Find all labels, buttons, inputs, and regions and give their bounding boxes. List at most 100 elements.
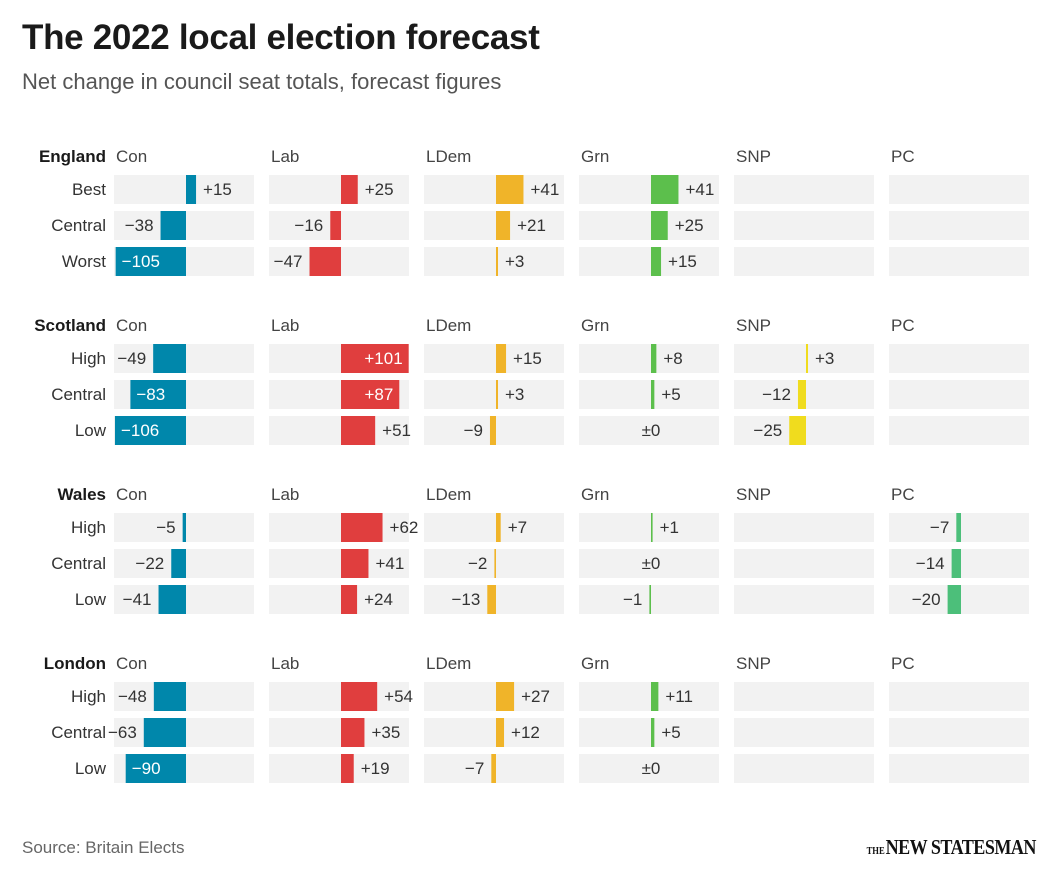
panel-london-snp: SNP — [734, 654, 874, 783]
scenario-label: High — [71, 687, 106, 706]
bar-track — [424, 344, 564, 373]
bar-lab — [341, 585, 358, 614]
value-label: +41 — [375, 554, 404, 573]
value-label: −2 — [468, 554, 487, 573]
party-label: Grn — [581, 147, 609, 166]
value-label: +54 — [384, 687, 413, 706]
value-label: −47 — [274, 252, 303, 271]
value-label: −106 — [121, 421, 159, 440]
bar-track — [889, 175, 1029, 204]
region-london: London High Central Low Con −48 −63 −90 Lab +54 +3… — [44, 654, 1029, 783]
value-label: ±0 — [642, 759, 661, 778]
scenario-label: Best — [72, 180, 106, 199]
bar-lab — [341, 754, 354, 783]
panel-london-grn: Grn +11 +5±0 — [579, 654, 719, 783]
value-label: +5 — [661, 385, 680, 404]
scenario-label: Central — [51, 216, 106, 235]
bar-grn — [651, 211, 668, 240]
bar-con — [160, 211, 186, 240]
bar-track — [579, 549, 719, 578]
bar-ldem — [491, 754, 496, 783]
value-label: ±0 — [642, 554, 661, 573]
value-label: +7 — [508, 518, 527, 537]
panel-wales-con: Con −5 −22 −41 — [114, 485, 254, 614]
value-label: +101 — [364, 349, 402, 368]
bar-track — [579, 416, 719, 445]
bar-track — [579, 682, 719, 711]
value-label: +3 — [505, 252, 524, 271]
bar-con — [153, 682, 186, 711]
bar-grn — [651, 718, 655, 747]
bar-track — [889, 247, 1029, 276]
value-label: +19 — [361, 759, 390, 778]
party-label: Con — [116, 147, 147, 166]
value-label: +3 — [815, 349, 834, 368]
party-label: PC — [891, 316, 915, 335]
bar-track — [424, 247, 564, 276]
bar-track — [734, 175, 874, 204]
value-label: +35 — [371, 723, 400, 742]
value-label: −83 — [136, 385, 165, 404]
value-label: −90 — [132, 759, 161, 778]
bar-track — [734, 211, 874, 240]
bar-track — [889, 380, 1029, 409]
bar-track — [734, 682, 874, 711]
bar-ldem — [496, 718, 505, 747]
bar-track — [269, 754, 409, 783]
value-label: +1 — [660, 518, 679, 537]
bar-track — [889, 682, 1029, 711]
bar-track — [579, 754, 719, 783]
region-label: England — [39, 147, 106, 166]
party-label: Grn — [581, 485, 609, 504]
bar-track — [424, 380, 564, 409]
party-label: Con — [116, 316, 147, 335]
bar-ldem — [489, 416, 496, 445]
value-label: −5 — [156, 518, 175, 537]
panel-wales-grn: Grn +1 ±0−1 — [579, 485, 719, 614]
bar-track — [269, 175, 409, 204]
bar-lab — [341, 718, 365, 747]
panel-england-pc: PC — [889, 147, 1029, 276]
value-label: +8 — [663, 349, 682, 368]
bar-grn — [651, 513, 653, 542]
bar-track — [889, 344, 1029, 373]
value-label: −9 — [464, 421, 483, 440]
bar-track — [424, 175, 564, 204]
bar-track — [114, 175, 254, 204]
publisher-logo: THENEW STATESMAN — [866, 835, 1037, 859]
panel-england-ldem: LDem +41 +21 +3 — [424, 147, 564, 276]
bar-grn — [651, 380, 655, 409]
bar-track — [579, 585, 719, 614]
party-label: Grn — [581, 654, 609, 673]
bar-track — [734, 344, 874, 373]
bar-grn — [651, 247, 662, 276]
panel-london-pc: PC — [889, 654, 1029, 783]
bar-track — [579, 175, 719, 204]
bar-lab — [341, 682, 378, 711]
value-label: +51 — [382, 421, 411, 440]
panel-wales-lab: Lab +62 +41 +24 — [269, 485, 418, 614]
value-label: −25 — [753, 421, 782, 440]
value-label: +11 — [665, 687, 693, 706]
value-label: −14 — [916, 554, 945, 573]
bar-track — [579, 344, 719, 373]
scenario-label: Central — [51, 554, 106, 573]
bar-track — [734, 585, 874, 614]
value-label: −20 — [912, 590, 941, 609]
bar-track — [424, 513, 564, 542]
scenario-label: High — [71, 349, 106, 368]
bar-track — [734, 549, 874, 578]
party-label: LDem — [426, 316, 471, 335]
bar-ldem — [496, 247, 499, 276]
bar-con — [130, 380, 186, 409]
value-label: −22 — [135, 554, 164, 573]
panel-england-con: Con +15 −38 −105 — [114, 147, 254, 276]
region-england: England Best Central Worst Con +15 −38 −105 Lab +… — [39, 147, 1029, 276]
bar-ldem — [494, 549, 496, 578]
bar-lab — [309, 247, 341, 276]
value-label: −13 — [451, 590, 480, 609]
value-label: +21 — [517, 216, 546, 235]
bar-track — [734, 718, 874, 747]
party-label: SNP — [736, 485, 771, 504]
